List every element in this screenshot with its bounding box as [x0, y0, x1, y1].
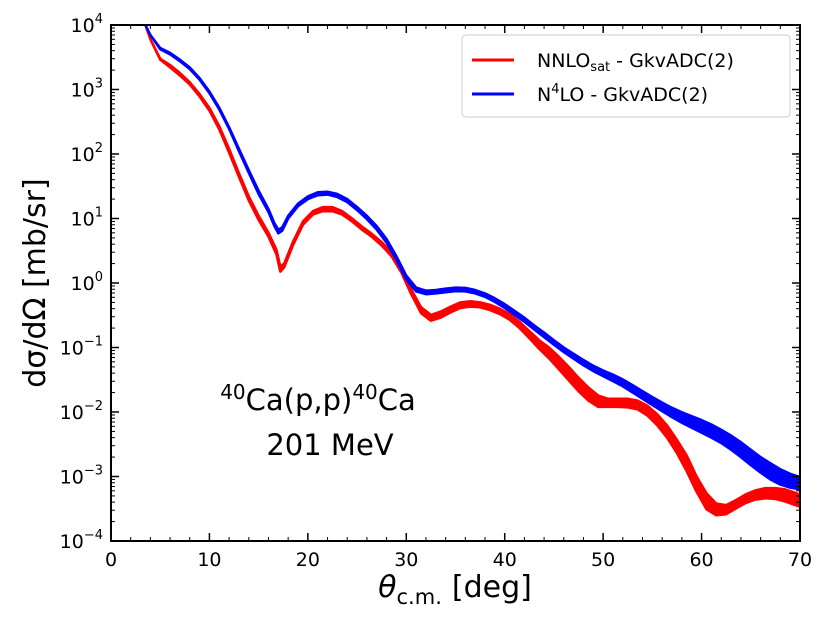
legend-box — [461, 34, 791, 118]
y-tick-label: 10−4 — [60, 528, 103, 553]
series-band-nnlosat — [144, 25, 800, 517]
x-tick-label: 20 — [296, 549, 320, 571]
y-tick-label: 10−1 — [60, 335, 103, 360]
y-axis-title: dσ/dΩ [mb/sr] — [18, 178, 53, 387]
reaction-annotation: 40Ca(p,p)40Ca — [220, 380, 416, 417]
series-band-n4lo — [144, 25, 800, 491]
y-tick-label: 10−2 — [60, 399, 103, 424]
plot-frame — [110, 24, 801, 542]
y-tick-label: 103 — [71, 77, 103, 102]
legend-label-nnlosat: NNLOsat - GkvADC(2) — [537, 50, 734, 75]
x-tick-label: 10 — [197, 549, 221, 571]
x-tick-label: 60 — [689, 549, 713, 571]
y-tick-label: 101 — [71, 206, 103, 231]
x-tick-label: 70 — [788, 549, 812, 571]
tick-labels: 0 10 20 30 40 50 60 70 104 103 102 101 100 10−1 10−2 10… — [60, 12, 812, 571]
y-tick-label: 10−3 — [60, 464, 103, 489]
data-bands — [144, 25, 800, 517]
y-tick-label: 104 — [71, 12, 103, 37]
x-tick-label: 30 — [394, 549, 418, 571]
x-tick-label: 0 — [105, 549, 117, 571]
x-axis-title: θc.m. [deg] — [378, 570, 532, 609]
y-tick-label: 102 — [71, 141, 103, 166]
legend: NNLOsat - GkvADC(2) N4LO - GkvADC(2) — [461, 34, 791, 118]
x-tick-label: 50 — [591, 549, 615, 571]
x-tick-label: 40 — [493, 549, 517, 571]
legend-label-n4lo: N4LO - GkvADC(2) — [537, 82, 708, 106]
energy-annotation: 201 MeV — [266, 428, 393, 462]
y-tick-label: 100 — [71, 270, 103, 295]
